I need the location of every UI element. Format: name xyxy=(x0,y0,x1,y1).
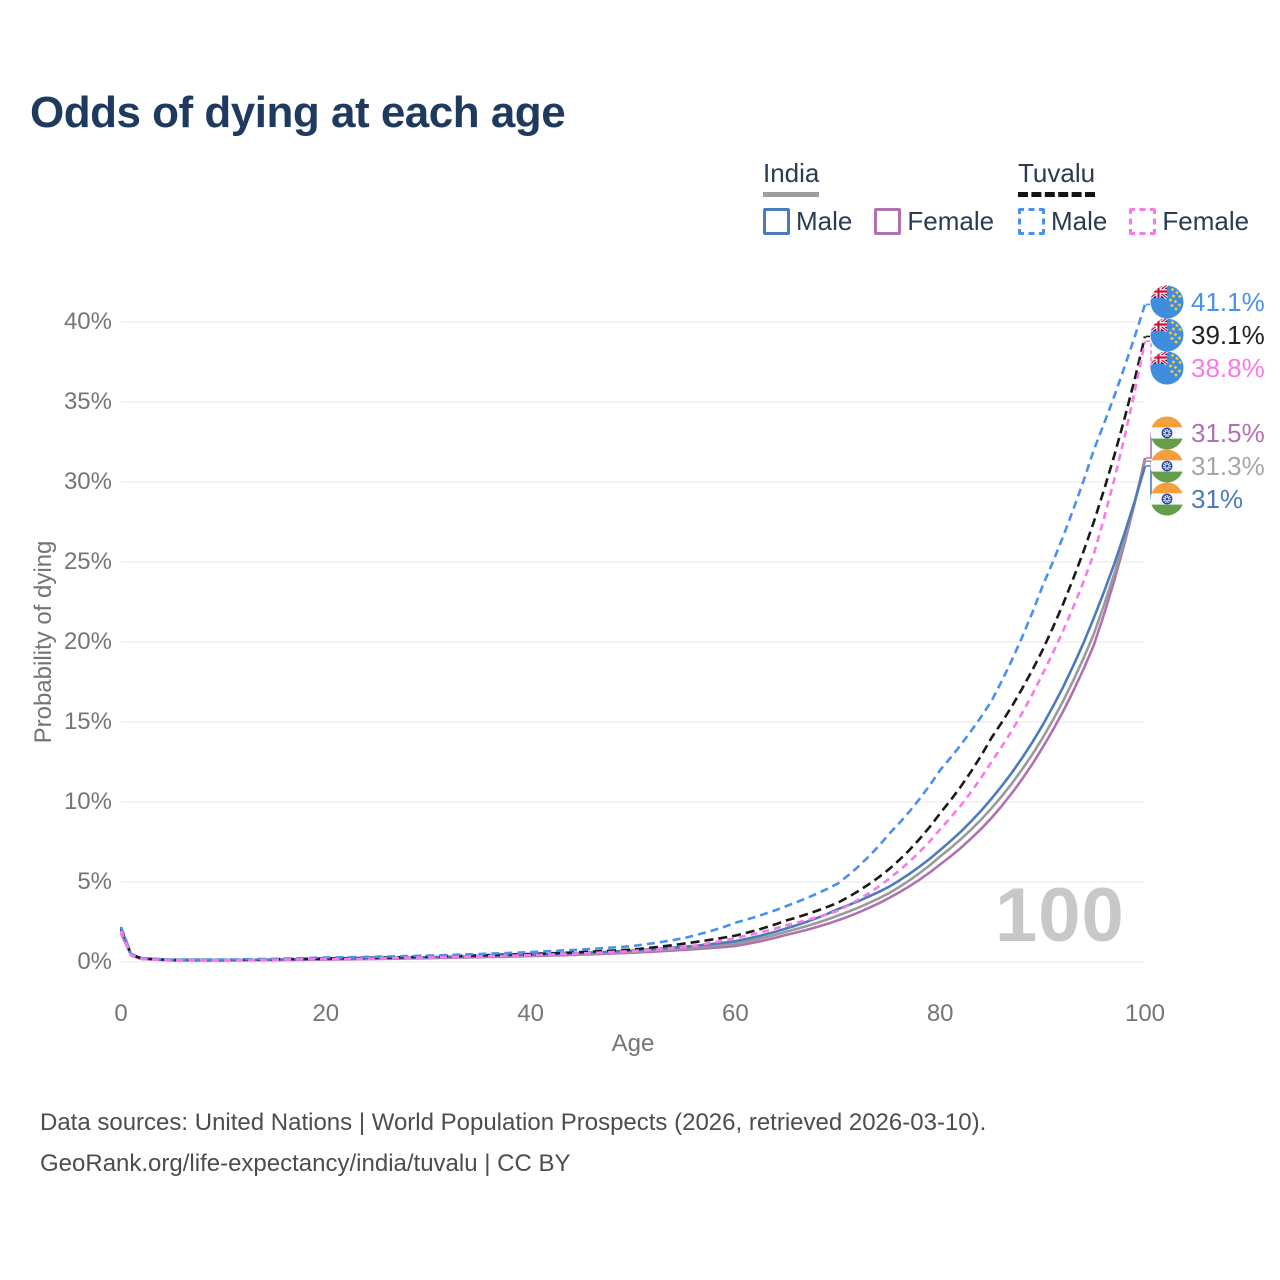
y-tick-label: 40% xyxy=(63,308,112,335)
end-label-value: 31.5% xyxy=(1191,417,1265,448)
y-tick-label: 35% xyxy=(63,388,112,415)
end-label-value: 38.8% xyxy=(1191,352,1265,383)
legend-group-tuvalu: Tuvalu Male Female xyxy=(1018,158,1249,237)
legend-item-india-female[interactable]: Female xyxy=(874,206,994,237)
end-label-india-male: 31% xyxy=(1150,482,1243,516)
legend-item-label: Female xyxy=(1162,206,1250,236)
y-tick-label: 30% xyxy=(63,468,112,495)
legend-item-label: Female xyxy=(907,206,995,236)
india-male-swatch-icon xyxy=(763,208,790,235)
label-connector-tuvalu-female xyxy=(1146,340,1155,369)
line-tuvalu-total[interactable] xyxy=(119,336,1147,962)
legend-item-tuvalu-female[interactable]: Female xyxy=(1129,206,1249,237)
data-source-note: Data sources: United Nations | World Pop… xyxy=(40,1102,986,1184)
end-label-value: 39.1% xyxy=(1191,319,1265,350)
tuvalu-male-swatch-icon xyxy=(1018,208,1045,235)
x-tick-label: 60 xyxy=(722,1000,749,1027)
legend-country-india[interactable]: India xyxy=(763,158,820,197)
data-source-line-1: Data sources: United Nations | World Pop… xyxy=(40,1109,987,1136)
x-tick-label: 0 xyxy=(114,1000,128,1027)
y-tick-label: 20% xyxy=(63,628,112,655)
data-source-line-2: GeoRank.org/life-expectancy/india/tuvalu… xyxy=(40,1150,571,1177)
end-label-value: 41.1% xyxy=(1191,286,1265,317)
x-tick-label: 20 xyxy=(312,1000,340,1027)
india-flag-icon xyxy=(1150,449,1184,483)
india-female-swatch-icon xyxy=(874,208,902,235)
legend-group-india: India Male Female xyxy=(763,158,994,237)
line-india-female[interactable] xyxy=(119,457,1147,962)
legend-country-tuvalu[interactable]: Tuvalu xyxy=(1018,158,1096,197)
end-label-tuvalu-male: 41.1% xyxy=(1150,285,1265,319)
line-tuvalu-female[interactable] xyxy=(119,340,1147,962)
page-title: Odds of dying at each age xyxy=(30,88,566,137)
line-india-total[interactable] xyxy=(119,460,1147,962)
tuvalu-flag-icon xyxy=(1150,285,1184,319)
legend-item-tuvalu-male[interactable]: Male xyxy=(1018,206,1107,237)
india-flag-icon xyxy=(1150,416,1184,450)
tuvalu-flag-icon xyxy=(1150,318,1184,352)
legend-item-label: Male xyxy=(796,206,853,236)
end-label-india-female: 31.5% xyxy=(1150,416,1265,450)
x-tick-label: 80 xyxy=(926,1000,954,1027)
y-tick-label: 25% xyxy=(63,548,112,575)
x-tick-label: 40 xyxy=(517,1000,544,1027)
end-label-tuvalu-female: 38.8% xyxy=(1150,351,1265,385)
y-tick-label: 15% xyxy=(63,708,112,735)
tuvalu-flag-icon xyxy=(1150,351,1184,385)
india-flag-icon xyxy=(1150,482,1184,516)
y-axis-title: Probability of dying xyxy=(30,540,57,744)
end-label-value: 31.3% xyxy=(1191,450,1265,481)
legend-item-india-male[interactable]: Male xyxy=(763,206,852,237)
legend-item-label: Male xyxy=(1051,206,1108,236)
y-tick-label: 10% xyxy=(63,788,112,815)
x-tick-label: 100 xyxy=(1124,1000,1166,1027)
tuvalu-female-swatch-icon xyxy=(1129,208,1157,235)
y-tick-label: 0% xyxy=(77,948,112,975)
end-label-india-total: 31.3% xyxy=(1150,449,1265,483)
line-india-male[interactable] xyxy=(119,465,1147,962)
watermark-age: 100 xyxy=(995,873,1125,958)
y-tick-label: 5% xyxy=(77,868,112,895)
line-tuvalu-male[interactable] xyxy=(119,304,1147,961)
end-label-tuvalu-total: 39.1% xyxy=(1150,318,1265,352)
x-axis-title: Age xyxy=(611,1030,655,1057)
end-label-value: 31% xyxy=(1191,483,1244,514)
